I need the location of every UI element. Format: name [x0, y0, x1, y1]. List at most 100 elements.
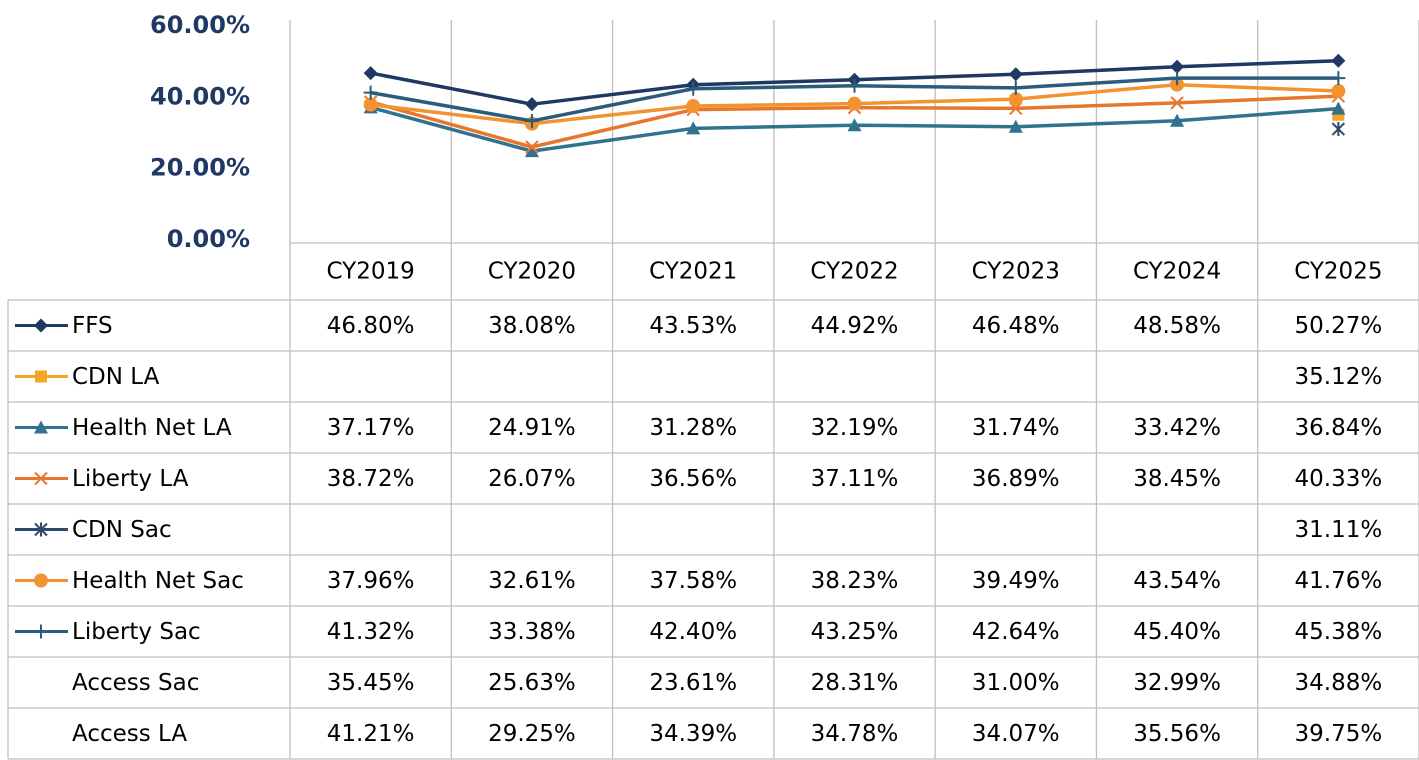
- legend-label: Liberty Sac: [72, 619, 201, 645]
- data-point: [1170, 113, 1185, 127]
- table-cell: 50.27%: [1295, 313, 1383, 339]
- data-point: [686, 121, 701, 135]
- table-cell: 45.38%: [1295, 619, 1383, 645]
- table-cell: 35.45%: [327, 670, 415, 696]
- legend-key-marker: [34, 420, 48, 434]
- table-cell: 29.25%: [488, 721, 576, 747]
- table-cell: 34.39%: [649, 721, 737, 747]
- table-cell: 37.58%: [649, 568, 737, 594]
- data-point: [1008, 92, 1023, 107]
- legend-label: Access Sac: [72, 670, 199, 696]
- data-point: [847, 118, 862, 132]
- table-cell: 36.89%: [972, 466, 1060, 492]
- table-cell: 42.64%: [972, 619, 1060, 645]
- data-point: [525, 140, 539, 154]
- table-cell: 35.56%: [1133, 721, 1221, 747]
- table-cell: 42.40%: [649, 619, 737, 645]
- x-tick-label: CY2023: [972, 259, 1060, 285]
- data-point: [363, 85, 378, 100]
- table-cell: 38.45%: [1133, 466, 1221, 492]
- x-tick-label: CY2019: [327, 259, 415, 285]
- table-cell: 41.21%: [327, 721, 415, 747]
- data-point: [1331, 122, 1346, 137]
- table-cell: 33.38%: [488, 619, 576, 645]
- legend-label: Access LA: [72, 721, 187, 747]
- table-cell: 32.19%: [811, 415, 899, 441]
- y-tick-label: 0.00%: [167, 225, 250, 253]
- table-cell: 34.88%: [1295, 670, 1383, 696]
- legend-label: CDN Sac: [72, 517, 172, 543]
- legend-label: FFS: [72, 313, 113, 339]
- data-point: [1008, 119, 1023, 133]
- data-point: [1008, 80, 1023, 95]
- table-cell: 43.53%: [649, 313, 737, 339]
- table-cell: 41.76%: [1295, 568, 1383, 594]
- legend-key-marker: [34, 522, 48, 537]
- data-point: [524, 97, 539, 112]
- table-cell: 31.00%: [972, 670, 1060, 696]
- table-cell: 46.80%: [327, 313, 415, 339]
- data-point: [1170, 71, 1185, 86]
- data-point: [686, 81, 701, 96]
- x-tick-label: CY2021: [649, 259, 737, 285]
- data-point: [1331, 101, 1346, 115]
- data-point: [363, 66, 378, 81]
- data-point: [1331, 84, 1346, 99]
- x-tick-label: CY2020: [488, 259, 576, 285]
- table-cell: 43.25%: [811, 619, 899, 645]
- table-cell: 38.23%: [811, 568, 899, 594]
- x-tick-label: CY2024: [1133, 259, 1221, 285]
- table-cell: 41.32%: [327, 619, 415, 645]
- y-tick-label: 20.00%: [150, 154, 250, 182]
- table-cell: 35.12%: [1295, 364, 1383, 390]
- table-cell: 34.07%: [972, 721, 1060, 747]
- table-cell: 36.56%: [649, 466, 737, 492]
- table-cell: 38.72%: [327, 466, 415, 492]
- table-cell: 26.07%: [488, 466, 576, 492]
- legend-key-marker: [34, 471, 48, 486]
- data-point: [1008, 67, 1023, 82]
- legend-label: CDN LA: [72, 364, 160, 390]
- table-cell: 37.17%: [327, 415, 415, 441]
- table-cell: 37.11%: [811, 466, 899, 492]
- table-cell: 40.33%: [1295, 466, 1383, 492]
- x-tick-label: CY2025: [1294, 259, 1382, 285]
- table-cell: 31.11%: [1295, 517, 1383, 543]
- table-cell: 36.84%: [1295, 415, 1383, 441]
- data-point: [847, 96, 862, 111]
- table-cell: 23.61%: [649, 670, 737, 696]
- data-point: [524, 144, 539, 158]
- table-cell: 34.78%: [811, 721, 899, 747]
- legend-label: Liberty LA: [72, 466, 189, 492]
- legend-key-marker: [34, 624, 48, 639]
- table-cell: 44.92%: [811, 313, 899, 339]
- legend-label: Health Net Sac: [72, 568, 244, 594]
- data-point: [847, 78, 862, 93]
- x-tick-label: CY2022: [810, 259, 898, 285]
- table-cell: 45.40%: [1133, 619, 1221, 645]
- table-cell: 38.08%: [488, 313, 576, 339]
- data-point: [363, 97, 378, 112]
- data-point: [1331, 53, 1346, 68]
- table-cell: 33.42%: [1133, 415, 1221, 441]
- table-cell: 39.49%: [972, 568, 1060, 594]
- table-cell: 43.54%: [1133, 568, 1221, 594]
- table-cell: 25.63%: [488, 670, 576, 696]
- y-tick-label: 40.00%: [150, 82, 250, 110]
- table-cell: 37.96%: [327, 568, 415, 594]
- y-tick-label: 60.00%: [150, 11, 250, 39]
- table-cell: 28.31%: [811, 670, 899, 696]
- legend-key-marker: [34, 573, 48, 588]
- legend-key-marker: [34, 318, 48, 333]
- table-cell: 48.58%: [1133, 313, 1221, 339]
- table-cell: 31.74%: [972, 415, 1060, 441]
- legend-label: Health Net LA: [72, 415, 232, 441]
- data-point: [1331, 71, 1346, 86]
- data-point: [1170, 59, 1185, 74]
- table-cell: 32.99%: [1133, 670, 1221, 696]
- table-cell: 31.28%: [649, 415, 737, 441]
- data-point: [686, 98, 701, 113]
- data-point: [524, 113, 539, 128]
- table-cell: 46.48%: [972, 313, 1060, 339]
- data-point: [1170, 96, 1184, 110]
